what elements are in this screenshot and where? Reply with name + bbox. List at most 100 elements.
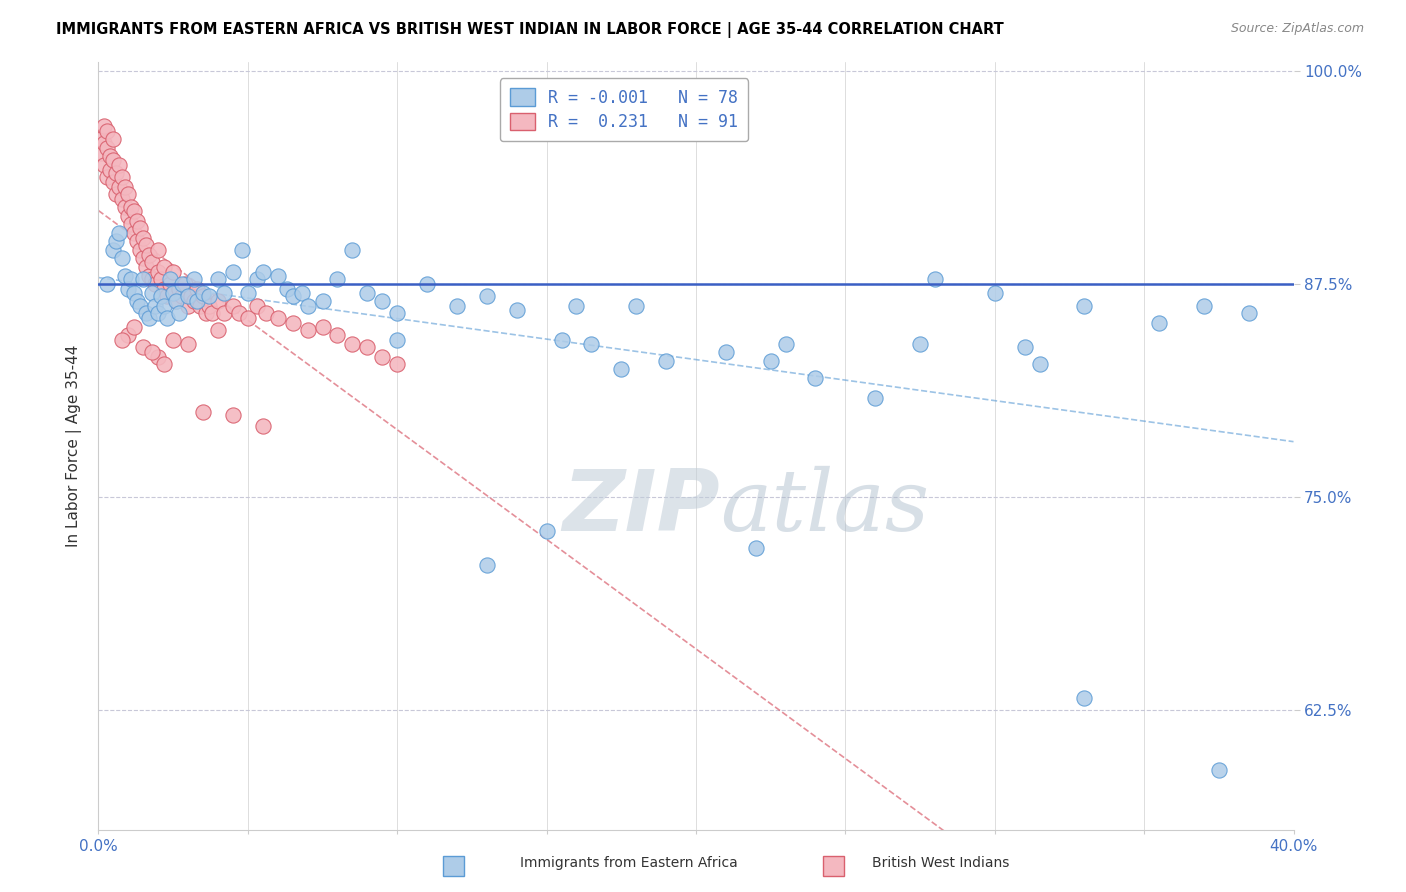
Point <box>416 277 439 291</box>
Point <box>191 285 214 300</box>
Point <box>356 340 378 354</box>
Point <box>356 285 378 300</box>
Point <box>93 158 115 172</box>
Point <box>105 186 128 201</box>
Point <box>93 136 115 150</box>
Point <box>132 340 155 354</box>
Point <box>98 149 122 163</box>
Point <box>222 265 245 279</box>
Point <box>127 235 149 249</box>
Point <box>148 265 170 279</box>
Point <box>267 311 290 326</box>
Point <box>254 306 277 320</box>
Point <box>1192 299 1215 313</box>
Point <box>180 289 202 303</box>
Point <box>246 299 269 313</box>
Point <box>117 209 139 223</box>
Point <box>212 285 235 300</box>
Text: Source: ZipAtlas.com: Source: ZipAtlas.com <box>1230 22 1364 36</box>
Point <box>124 226 146 240</box>
Point <box>475 289 498 303</box>
Point <box>153 357 176 371</box>
Point <box>385 334 409 348</box>
Point <box>446 299 468 313</box>
Point <box>1028 357 1050 371</box>
Point <box>371 351 394 365</box>
Point <box>506 302 529 317</box>
Point <box>114 200 136 214</box>
Point <box>172 289 194 303</box>
Point <box>167 306 190 320</box>
Point <box>183 272 205 286</box>
Point <box>228 306 250 320</box>
Point <box>207 323 229 337</box>
Point <box>222 409 245 423</box>
Point <box>117 282 139 296</box>
Text: ZIP: ZIP <box>562 466 720 549</box>
Point <box>132 252 155 266</box>
Point <box>775 336 797 351</box>
Point <box>153 299 176 313</box>
Point <box>129 220 152 235</box>
Point <box>135 237 157 252</box>
Point <box>90 132 112 146</box>
Point <box>96 141 118 155</box>
Point <box>207 272 229 286</box>
Point <box>371 294 394 309</box>
Point <box>93 119 115 133</box>
Point <box>162 285 184 300</box>
Point <box>236 285 259 300</box>
Point <box>188 299 211 313</box>
Point <box>804 371 827 385</box>
Point <box>156 289 179 303</box>
Point <box>124 203 146 218</box>
Point <box>143 299 166 313</box>
Point <box>198 299 221 313</box>
Text: IMMIGRANTS FROM EASTERN AFRICA VS BRITISH WEST INDIAN IN LABOR FORCE | AGE 35-44: IMMIGRANTS FROM EASTERN AFRICA VS BRITIS… <box>56 22 1004 38</box>
Point <box>385 306 409 320</box>
Point <box>165 294 187 309</box>
Point <box>141 255 163 269</box>
Point <box>252 418 274 433</box>
Point <box>111 169 134 184</box>
Point <box>114 180 136 194</box>
Point <box>153 282 176 296</box>
Point <box>159 277 181 291</box>
Point <box>141 285 163 300</box>
Point <box>212 306 235 320</box>
Point <box>105 166 128 180</box>
Point <box>924 272 946 286</box>
Point <box>281 316 304 330</box>
Point <box>165 294 187 309</box>
Point <box>138 268 160 283</box>
Point <box>1147 316 1170 330</box>
Point <box>141 345 163 359</box>
Point <box>167 282 190 296</box>
Point <box>252 265 274 279</box>
Point <box>610 362 633 376</box>
Point <box>172 277 194 291</box>
Point <box>207 294 229 309</box>
Point <box>135 260 157 274</box>
Point <box>581 336 603 351</box>
Point <box>120 272 142 286</box>
Point <box>153 260 176 274</box>
Point <box>90 145 112 160</box>
Point <box>96 123 118 137</box>
Point <box>1237 306 1260 320</box>
Point <box>105 235 128 249</box>
Point <box>98 162 122 177</box>
Point <box>191 405 214 419</box>
Point <box>150 289 173 303</box>
Point <box>565 299 588 313</box>
Point <box>342 243 364 257</box>
Text: British West Indians: British West Indians <box>872 855 1010 870</box>
Point <box>291 285 314 300</box>
Point <box>148 351 170 365</box>
Point <box>148 306 170 320</box>
Point <box>195 306 218 320</box>
Text: atlas: atlas <box>720 466 929 549</box>
Point <box>297 299 319 313</box>
Point <box>120 200 142 214</box>
Y-axis label: In Labor Force | Age 35-44: In Labor Force | Age 35-44 <box>66 345 83 547</box>
